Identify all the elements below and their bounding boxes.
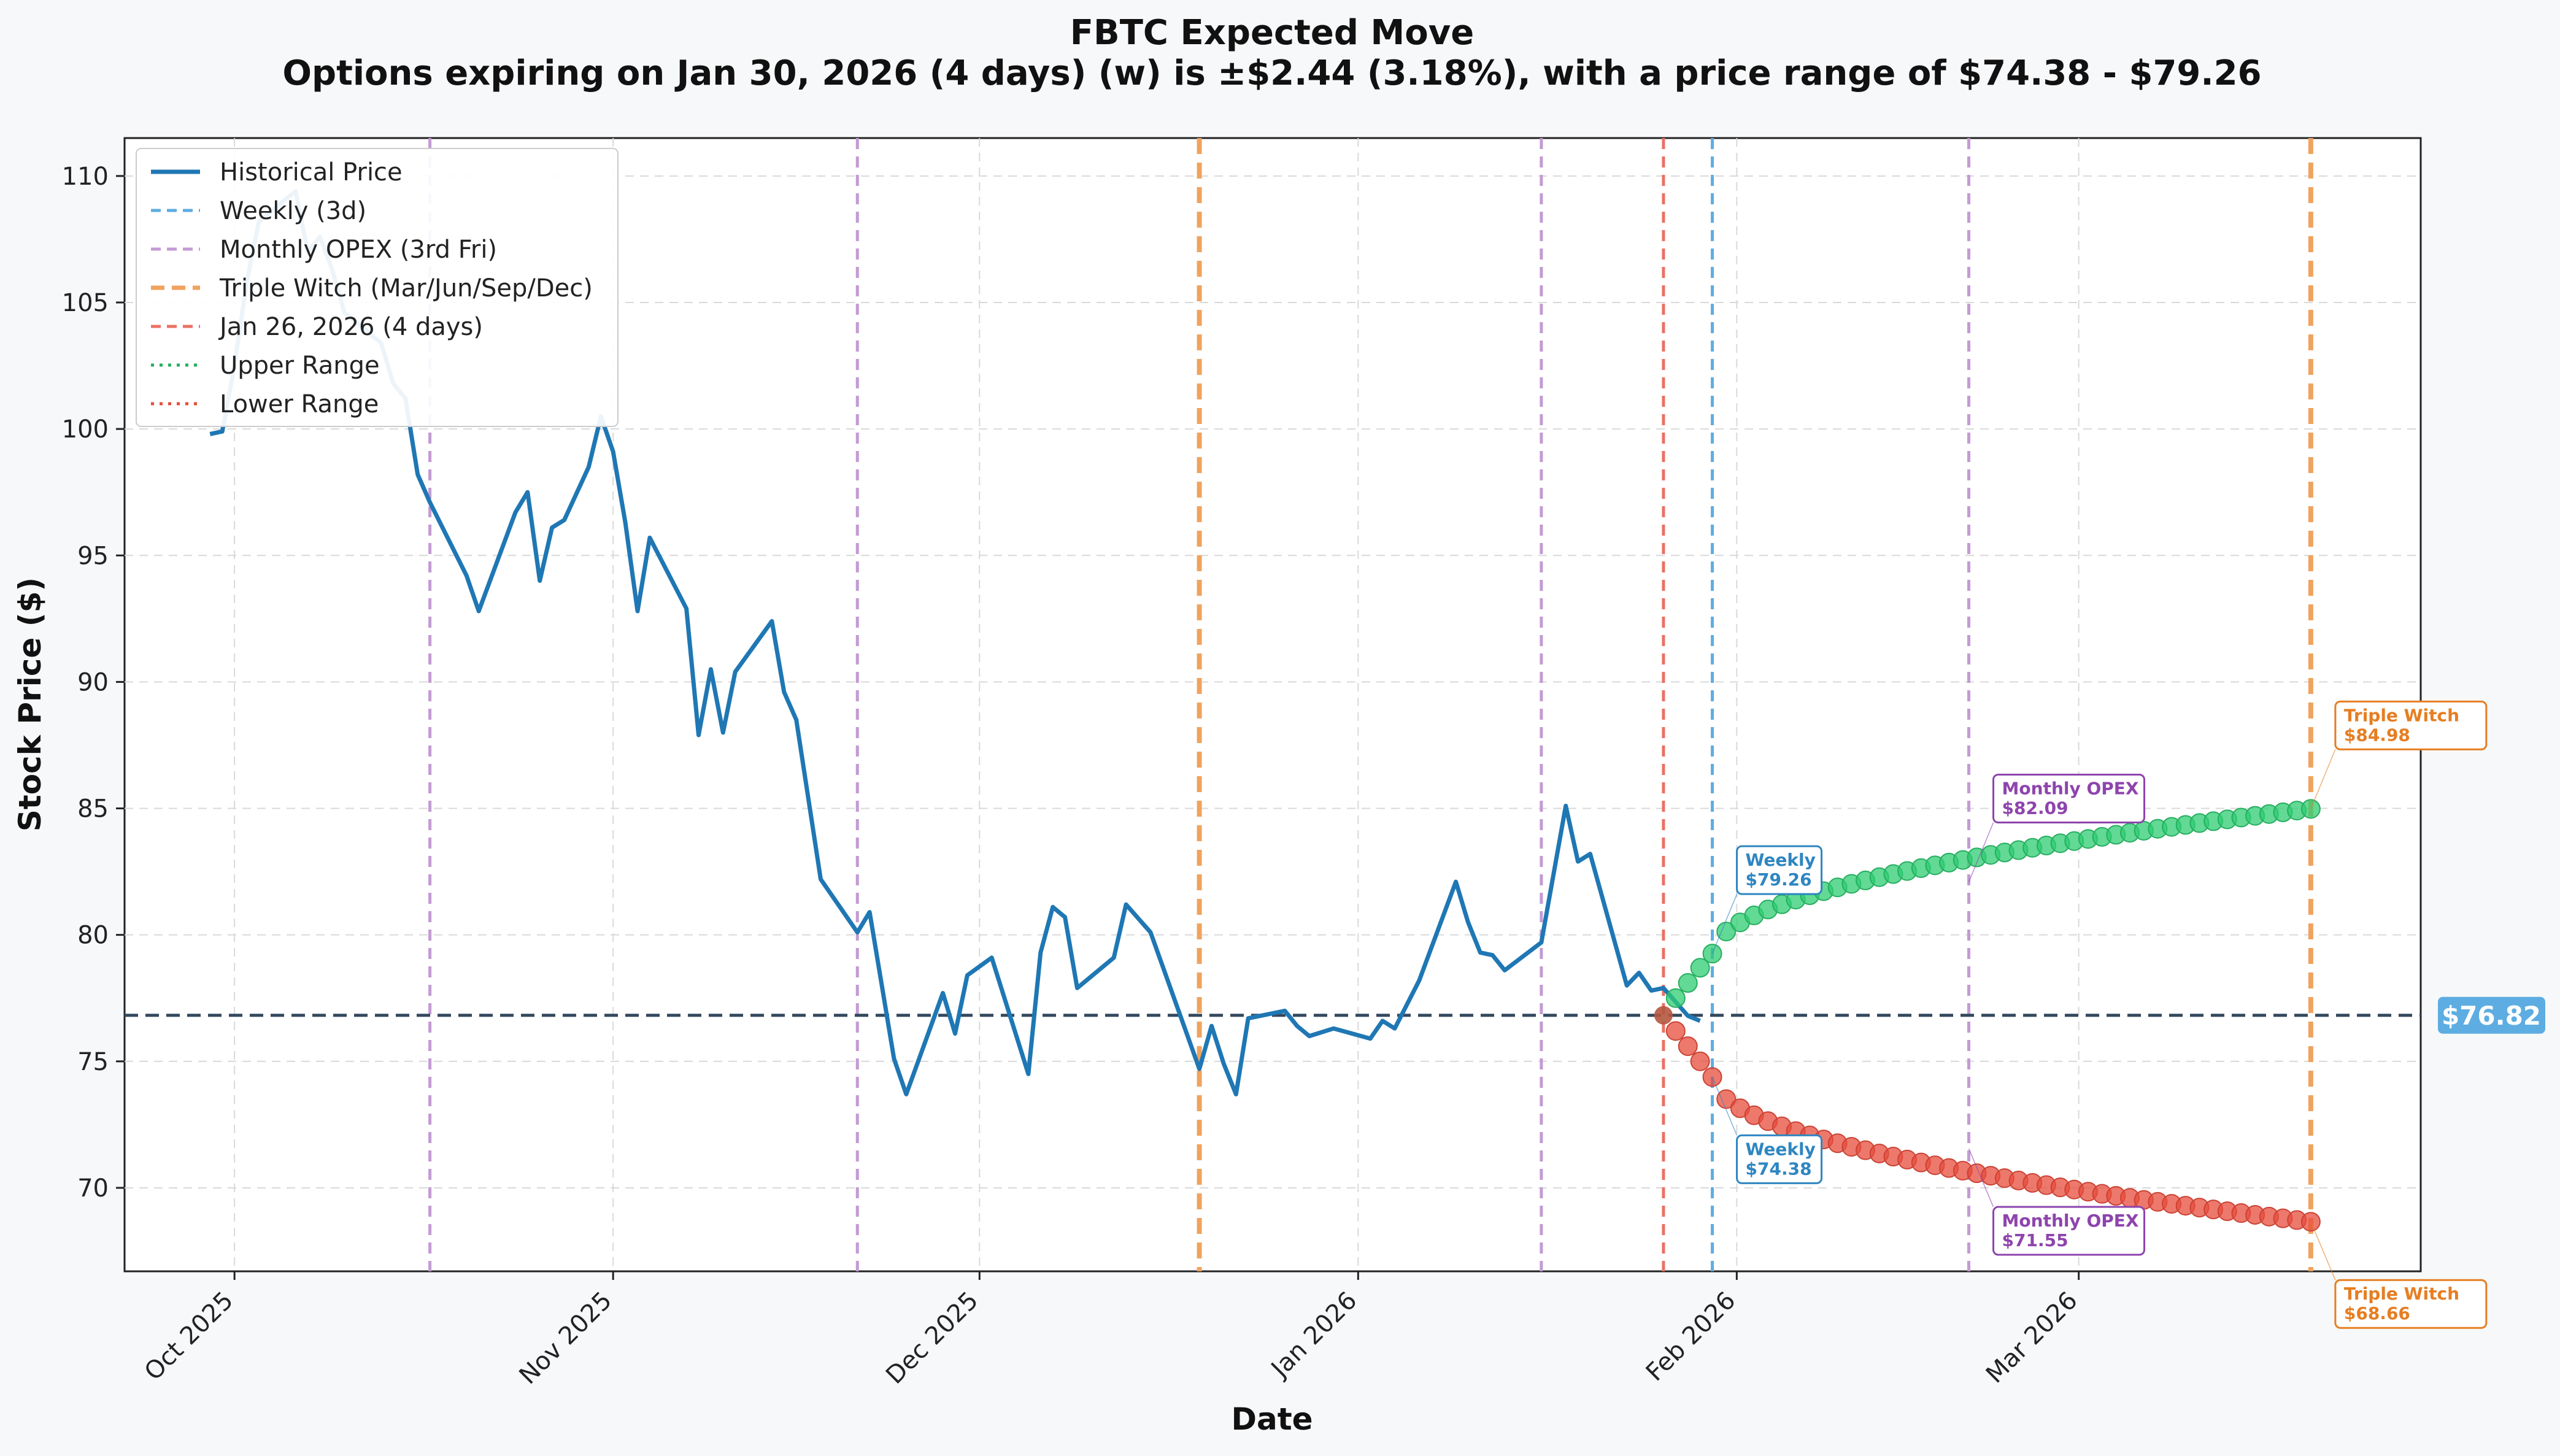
y-tick-label: 75 xyxy=(77,1048,109,1076)
legend-label: Weekly (3d) xyxy=(220,197,366,225)
upper-range-point xyxy=(1665,988,1686,1008)
historical-price-line xyxy=(209,189,1701,1096)
callout-leader xyxy=(2310,749,2336,809)
callout-box xyxy=(1736,1134,1823,1184)
y-tick-label: 100 xyxy=(62,415,109,444)
callout-name: Monthly OPEX xyxy=(2002,779,2139,799)
callout-upper: Triple Witch$84.98 xyxy=(2310,700,2488,809)
y-tick-label: 85 xyxy=(77,795,109,823)
callout-name: Weekly xyxy=(1746,1139,1816,1159)
callout-value: $74.38 xyxy=(1746,1158,1812,1179)
chart-subtitle: Options expiring on Jan 30, 2026 (4 days… xyxy=(282,53,2261,93)
legend-label: Jan 26, 2026 (4 days) xyxy=(218,313,483,341)
legend-label: Triple Witch (Mar/Jun/Sep/Dec) xyxy=(219,274,593,302)
lower-range-point xyxy=(1716,1089,1737,1109)
callout-leader xyxy=(1711,893,1738,954)
callout-leader xyxy=(1968,822,1994,882)
chart-title: FBTC Expected Move xyxy=(1070,13,1474,53)
legend-box xyxy=(136,148,619,427)
legend-label: Upper Range xyxy=(220,352,380,380)
callout-name: Triple Witch xyxy=(2344,705,2459,725)
lower-range-point xyxy=(1690,1051,1710,1071)
y-tick-label: 95 xyxy=(77,542,109,570)
upper-range-point xyxy=(1716,922,1737,942)
callout-upper: Monthly OPEX$82.09 xyxy=(1968,774,2146,882)
callout-name: Triple Witch xyxy=(2344,1284,2459,1304)
vertical-lines-layer xyxy=(428,138,2313,1271)
callout-box xyxy=(2334,700,2488,750)
y-tick-label: 105 xyxy=(62,289,109,317)
callout-box xyxy=(1736,845,1823,895)
range-start-point xyxy=(1654,1006,1673,1025)
range-layer xyxy=(1654,799,2321,1232)
callout-upper: Weekly$79.26 xyxy=(1711,845,1823,954)
legend-label: Historical Price xyxy=(220,158,403,187)
lower-range-point xyxy=(1678,1036,1698,1057)
callout-lower: Triple Witch$68.66 xyxy=(2310,1221,2488,1329)
lower-range-point xyxy=(1665,1021,1686,1041)
current-price-badge xyxy=(2438,996,2545,1034)
callout-name: Weekly xyxy=(1746,850,1816,870)
legend: Historical Price Weekly (3d) Monthly OPEX … xyxy=(136,148,619,427)
callout-value: $82.09 xyxy=(2002,798,2068,819)
callout-value: $71.55 xyxy=(2002,1230,2068,1250)
callout-box xyxy=(2334,1279,2488,1329)
callout-value: $68.66 xyxy=(2344,1303,2410,1323)
legend-label: Lower Range xyxy=(220,390,379,418)
callout-name: Monthly OPEX xyxy=(2002,1211,2139,1231)
callout-value: $79.26 xyxy=(1746,869,1812,890)
legend-label: Monthly OPEX (3rd Fri) xyxy=(220,236,497,264)
callout-leader xyxy=(2310,1221,2336,1281)
callout-value: $84.98 xyxy=(2344,725,2410,745)
y-tick-label: 90 xyxy=(77,668,109,696)
y-tick-label: 70 xyxy=(77,1174,109,1203)
grid-layer xyxy=(125,138,2421,1271)
y-tick-label: 110 xyxy=(62,163,109,191)
upper-range-point xyxy=(1678,973,1698,993)
callout-leader xyxy=(1968,1148,1994,1208)
callout-lower: Weekly$74.38 xyxy=(1711,1077,1823,1184)
callout-box xyxy=(1992,1206,2146,1256)
callout-lower: Monthly OPEX$71.55 xyxy=(1968,1148,2146,1256)
x-axis-label: Date xyxy=(1231,1401,1313,1437)
callout-leader xyxy=(1711,1077,1738,1136)
y-tick-label: 80 xyxy=(77,922,109,950)
current-price-label: $76.82 xyxy=(2442,1001,2541,1031)
y-axis-label: Stock Price ($) xyxy=(12,577,48,831)
series-layer xyxy=(209,189,1701,1096)
callout-box xyxy=(1992,774,2146,824)
upper-range-point xyxy=(1690,958,1710,978)
